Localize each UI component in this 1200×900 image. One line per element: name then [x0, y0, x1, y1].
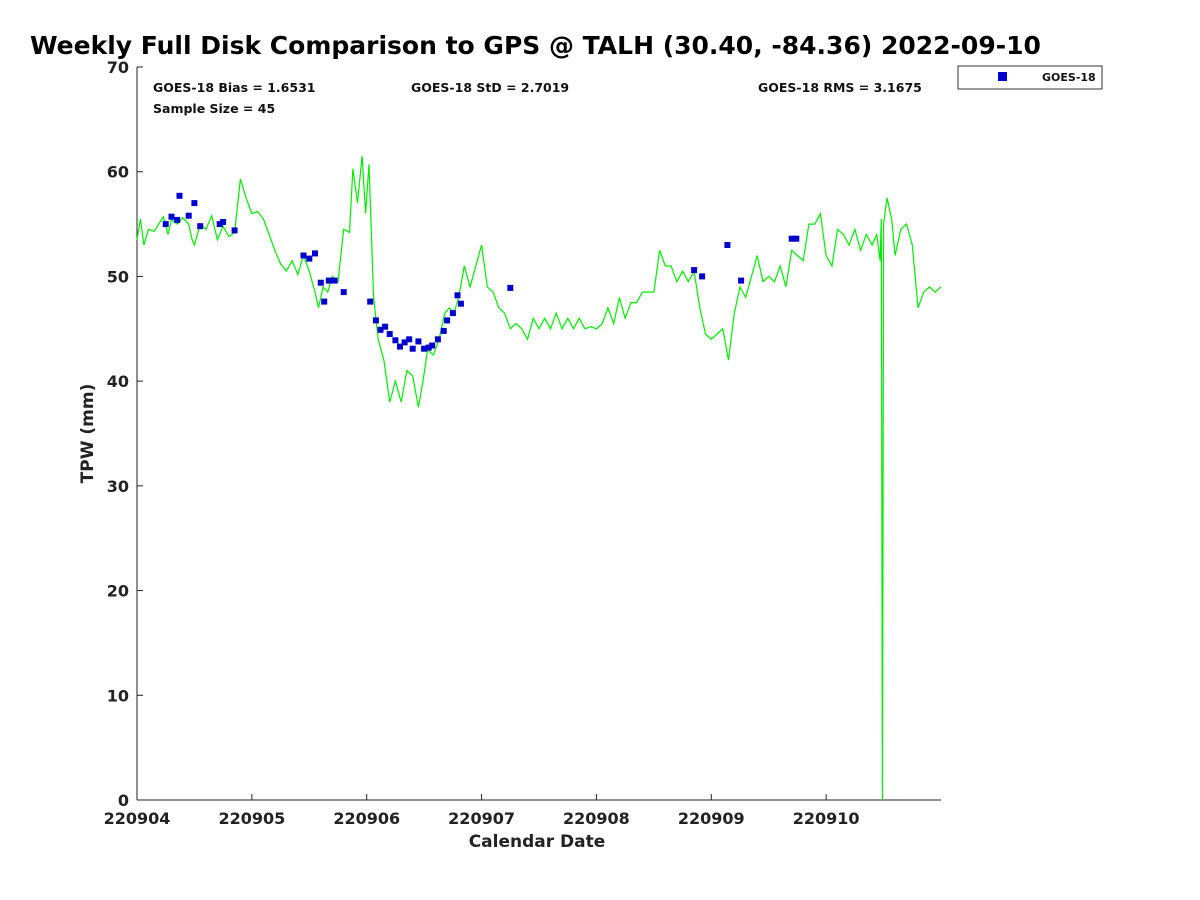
y-tick-label: 70 [107, 58, 129, 77]
legend-label: GOES-18 [1042, 71, 1096, 84]
goes18-point [415, 338, 422, 345]
goes18-point [168, 213, 175, 220]
goes18-point [367, 298, 374, 305]
goes18-point [372, 317, 379, 324]
goes18-point [409, 345, 416, 352]
y-ticks: 0 10 20 30 40 50 60 70 [107, 58, 143, 810]
y-tick-label: 30 [107, 477, 129, 496]
goes18-point [174, 216, 181, 223]
goes18-point [440, 327, 447, 334]
std-stat: GOES-18 StD = 2.7019 [411, 80, 569, 95]
goes18-point [377, 326, 384, 333]
goes18-point [425, 344, 432, 351]
goes18-point [340, 289, 347, 296]
goes18-point [401, 339, 408, 346]
goes18-point [176, 192, 183, 199]
chart-title: Weekly Full Disk Comparison to GPS @ TAL… [30, 31, 1041, 60]
goes18-point [434, 336, 441, 343]
plot-area [136, 155, 942, 801]
axes [136, 67, 941, 801]
goes18-point [429, 342, 436, 349]
goes18-points [162, 192, 800, 352]
goes18-point [507, 284, 514, 291]
gps-tpw-line [136, 155, 942, 801]
goes18-point [306, 255, 313, 262]
goes18-point [317, 279, 324, 286]
goes18-point [738, 277, 745, 284]
x-tick-label: 220906 [333, 809, 400, 828]
x-ticks: 220904 220905 220906 220907 220908 220909 2209… [104, 794, 860, 828]
goes18-point [793, 235, 800, 242]
x-tick-label: 220907 [448, 809, 515, 828]
x-tick-label: 220908 [563, 809, 630, 828]
y-tick-label: 20 [107, 582, 129, 601]
goes18-point [724, 242, 731, 248]
x-tick-label: 220905 [218, 809, 285, 828]
goes18-point [231, 227, 238, 234]
goes18-point [331, 277, 338, 284]
y-tick-label: 10 [107, 686, 129, 705]
goes18-point [691, 267, 698, 274]
goes18-point [185, 212, 192, 219]
x-tick-label: 220909 [678, 809, 745, 828]
bias-stat: GOES-18 Bias = 1.6531 [153, 80, 315, 95]
y-axis-label: TPW (mm) [78, 384, 98, 484]
goes18-point [162, 221, 169, 228]
goes18-point [397, 343, 403, 350]
goes18-point [300, 252, 307, 259]
goes18-point [386, 331, 393, 337]
goes18-point [444, 317, 451, 324]
goes18-point [216, 221, 223, 228]
goes18-point [454, 292, 461, 299]
y-tick-label: 50 [107, 267, 129, 286]
x-tick-label: 220904 [104, 809, 171, 828]
goes18-point [457, 300, 464, 307]
sample-size-stat: Sample Size = 45 [153, 101, 275, 116]
legend: GOES-18 [957, 65, 1103, 90]
goes18-point [406, 336, 413, 343]
goes18-point [392, 337, 399, 344]
goes18-point [312, 250, 318, 257]
goes18-point [191, 200, 198, 207]
goes18-point [421, 345, 428, 352]
legend-marker [998, 72, 1007, 81]
legend-box [957, 65, 1103, 90]
x-tick-label: 220910 [793, 809, 860, 828]
goes18-point [321, 298, 328, 305]
goes18-point [325, 277, 332, 284]
y-tick-label: 60 [107, 163, 129, 182]
y-tick-label: 40 [107, 372, 129, 391]
goes18-point [220, 219, 227, 225]
x-axis-label: Calendar Date [469, 832, 606, 852]
goes18-point [382, 323, 389, 330]
goes18-point [699, 273, 706, 280]
y-tick-label: 0 [118, 791, 129, 810]
goes18-point [449, 310, 456, 317]
goes18-point [197, 223, 204, 230]
goes18-point [788, 235, 795, 242]
rms-stat: GOES-18 RMS = 3.1675 [758, 80, 922, 95]
